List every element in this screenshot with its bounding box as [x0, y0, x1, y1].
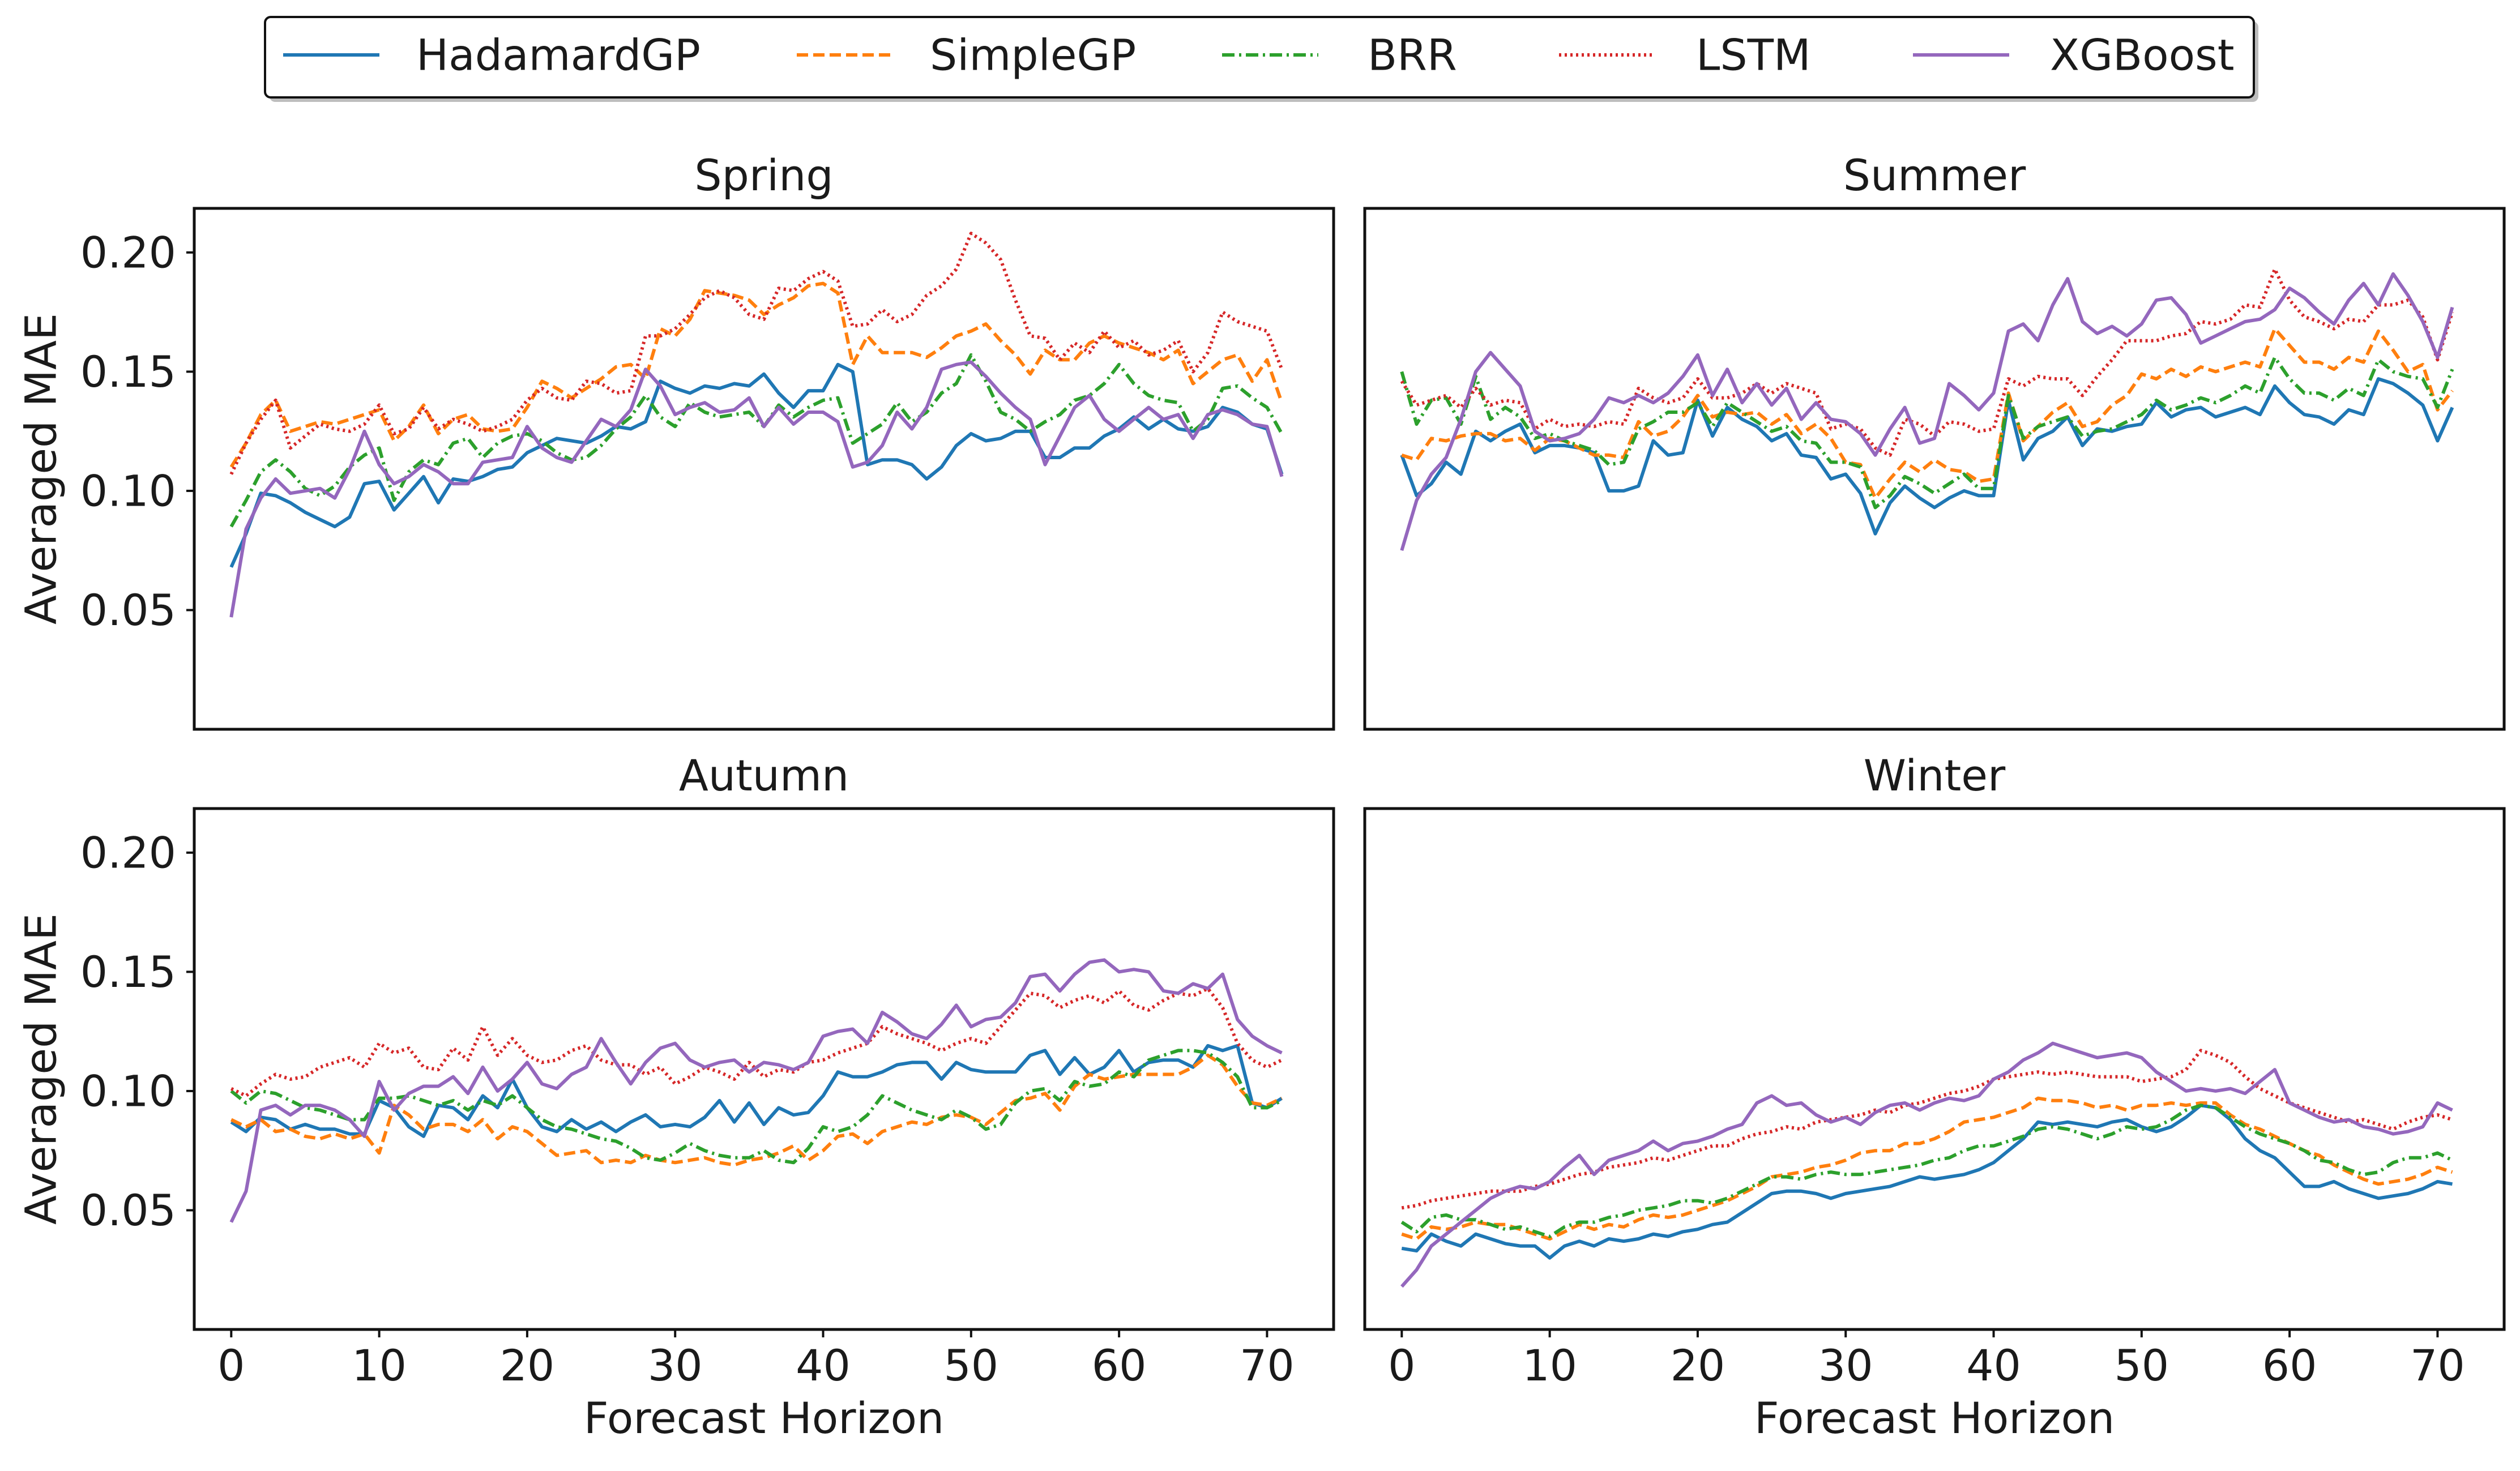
x-tick-label: 10 [352, 1340, 407, 1391]
x-tick-label: 70 [2410, 1340, 2465, 1391]
x-tick-label: 50 [2114, 1340, 2169, 1391]
series-spring-hadamardgp [229, 362, 1284, 568]
legend: HadamardGP SimpleGP BRR LSTM XGBoost [264, 16, 2258, 102]
y-tick-label: 0.15 [80, 347, 176, 397]
panel-frame-summer [1363, 207, 2506, 731]
series-summer-lstm [1400, 267, 2454, 457]
x-tick-label: 40 [796, 1340, 851, 1391]
panel-title-autumn: Autumn [679, 750, 849, 801]
x-tick-label: 10 [1522, 1340, 1577, 1391]
series-summer-xgboost [1400, 272, 2454, 551]
series-autumn-simplegp [230, 1053, 1283, 1167]
series-summer-brr [1400, 356, 2454, 510]
series-winter-xgboost [1400, 1041, 2453, 1288]
series-spring-simplegp [229, 281, 1284, 468]
series-winter-simplegp [1401, 1096, 2453, 1241]
y-tick-label: 0.20 [80, 827, 176, 878]
series-autumn-xgboost [229, 958, 1283, 1223]
series-autumn-hadamardgp [230, 1044, 1283, 1138]
series-winter-lstm [1401, 1049, 2453, 1210]
legend-label-hadamardgp: HadamardGP [416, 30, 701, 80]
x-tick-label: 40 [1966, 1340, 2021, 1391]
x-tick-label: 50 [943, 1340, 998, 1391]
x-tick-label: 30 [1818, 1340, 1873, 1391]
panels: Spring 0.05 0.10 0.15 0.20 Averaged MAE Summer… [16, 150, 2506, 1443]
series-autumn-lstm [230, 986, 1283, 1098]
x-tick-label: 0 [217, 1340, 245, 1391]
series-winter-hadamardgp [1401, 1104, 2453, 1260]
panel-winter: Winter 0 10 20 30 40 50 60 70 Forecast Horizon [1363, 750, 2506, 1443]
series-spring-lstm [229, 232, 1284, 475]
legend-label-xgboost: XGBoost [2050, 30, 2235, 80]
panel-title-winter: Winter [1864, 750, 2006, 801]
x-axis-label: Forecast Horizon [584, 1393, 944, 1443]
legend-label-brr: BRR [1368, 30, 1457, 80]
y-tick-label: 0.05 [80, 585, 176, 635]
y-tick-label: 0.20 [80, 227, 176, 277]
y-axis-label: Averaged MAE [16, 313, 66, 625]
panel-spring: Spring 0.05 0.10 0.15 0.20 Averaged MAE [16, 150, 1335, 731]
x-tick-label: 20 [1671, 1340, 1725, 1391]
y-axis-label: Averaged MAE [16, 913, 66, 1225]
series-spring-xgboost [229, 360, 1284, 618]
panel-frame-autumn [193, 807, 1335, 1331]
x-tick-label: 60 [1092, 1340, 1147, 1391]
legend-label-simplegp: SimpleGP [930, 30, 1136, 80]
legend-label-lstm: LSTM [1696, 30, 1811, 80]
x-tick-label: 70 [1240, 1340, 1295, 1391]
y-tick-label: 0.05 [80, 1185, 176, 1235]
panel-frame-winter [1363, 807, 2506, 1331]
series-winter-brr [1400, 1104, 2453, 1238]
y-tick-label: 0.10 [80, 465, 176, 516]
panel-title-summer: Summer [1843, 150, 2026, 200]
y-tick-label: 0.10 [80, 1066, 176, 1116]
x-tick-label: 0 [1388, 1340, 1415, 1391]
legend-box [264, 16, 2255, 99]
panel-autumn: Autumn 0.05 0.10 0.15 0.20 Averaged MAE 0 10 20 3… [16, 750, 1335, 1443]
panel-title-spring: Spring [694, 150, 833, 200]
x-tick-label: 20 [500, 1340, 555, 1391]
y-tick-label: 0.15 [80, 947, 176, 997]
x-tick-label: 30 [648, 1340, 703, 1391]
panel-summer: Summer [1363, 150, 2506, 731]
x-tick-label: 60 [2262, 1340, 2317, 1391]
panel-frame-spring [193, 207, 1335, 731]
series-summer-simplegp [1401, 327, 2454, 500]
x-axis-label: Forecast Horizon [1754, 1393, 2115, 1443]
